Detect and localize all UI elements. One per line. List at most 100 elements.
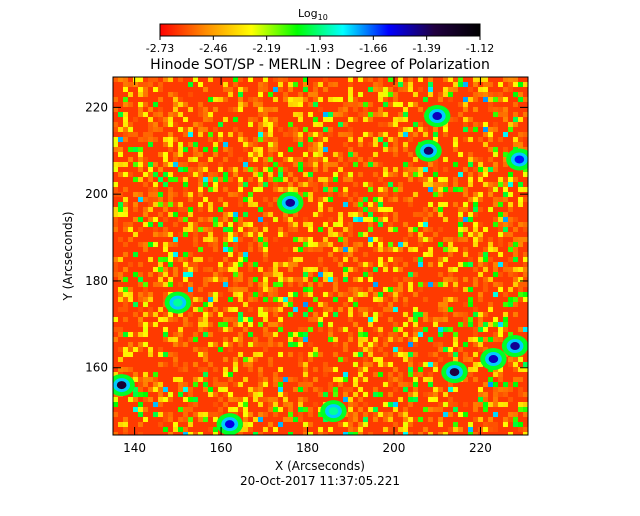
heatmap-cell <box>303 327 308 332</box>
heatmap-cell <box>193 172 198 177</box>
heatmap-cell <box>413 382 418 387</box>
heatmap-cell <box>483 312 488 317</box>
heatmap-cell <box>258 132 263 137</box>
heatmap-cell <box>193 362 198 367</box>
heatmap-cell <box>403 412 408 417</box>
heatmap-cell <box>278 162 283 167</box>
heatmap-cell <box>313 277 318 282</box>
heatmap-cell <box>513 117 518 122</box>
heatmap-cell <box>273 267 278 272</box>
heatmap-cell <box>508 362 513 367</box>
heatmap-cell <box>273 292 278 297</box>
heatmap-cell <box>158 232 163 237</box>
heatmap-cell <box>243 412 248 417</box>
polarization-feature <box>423 146 434 155</box>
heatmap-cell <box>193 167 198 172</box>
heatmap-cell <box>453 427 458 432</box>
heatmap-cell <box>293 127 298 132</box>
heatmap-cell <box>283 157 288 162</box>
heatmap-cell <box>508 247 513 252</box>
heatmap-cell <box>428 372 433 377</box>
heatmap-cell <box>173 342 178 347</box>
heatmap-cell <box>218 262 223 267</box>
heatmap-cell <box>418 212 423 217</box>
heatmap-cell <box>223 242 228 247</box>
heatmap-cell <box>228 327 233 332</box>
heatmap-cell <box>123 307 128 312</box>
heatmap-cell <box>278 392 283 397</box>
heatmap-cell <box>353 322 358 327</box>
heatmap-cell <box>248 197 253 202</box>
heatmap-cell <box>388 287 393 292</box>
heatmap-cell <box>348 247 353 252</box>
heatmap-cell <box>388 102 393 107</box>
heatmap-cell <box>213 182 218 187</box>
heatmap-cell <box>143 332 148 337</box>
heatmap-cell <box>243 287 248 292</box>
heatmap-cell <box>263 87 268 92</box>
heatmap-cell <box>383 167 388 172</box>
heatmap-cell <box>328 162 333 167</box>
heatmap-cell <box>483 327 488 332</box>
heatmap-cell <box>393 287 398 292</box>
heatmap-cell <box>493 202 498 207</box>
heatmap-cell <box>343 342 348 347</box>
heatmap-cell <box>473 192 478 197</box>
heatmap-cell <box>413 122 418 127</box>
heatmap-cell <box>378 92 383 97</box>
heatmap-cell <box>483 97 488 102</box>
heatmap-cell <box>408 417 413 422</box>
heatmap-cell <box>188 432 193 435</box>
heatmap-cell <box>193 377 198 382</box>
heatmap-cell <box>228 132 233 137</box>
heatmap-cell <box>333 377 338 382</box>
heatmap-cell <box>383 307 388 312</box>
heatmap-cell <box>238 227 243 232</box>
heatmap-cell <box>128 397 133 402</box>
heatmap-cell <box>153 77 158 82</box>
heatmap-cell <box>408 232 413 237</box>
heatmap-cell <box>498 392 503 397</box>
heatmap-cell <box>398 247 403 252</box>
heatmap-cell <box>218 167 223 172</box>
heatmap-cell <box>313 367 318 372</box>
heatmap-cell <box>438 272 443 277</box>
heatmap-cell <box>278 407 283 412</box>
heatmap-cell <box>233 282 238 287</box>
heatmap-cell <box>163 337 168 342</box>
heatmap-cell <box>293 307 298 312</box>
heatmap-cell <box>183 417 188 422</box>
heatmap-cell <box>288 277 293 282</box>
heatmap-cell <box>398 397 403 402</box>
heatmap-cell <box>123 77 128 82</box>
heatmap-cell <box>173 267 178 272</box>
heatmap-cell <box>328 322 333 327</box>
heatmap-cell <box>488 377 493 382</box>
heatmap-cell <box>358 352 363 357</box>
heatmap-cell <box>263 247 268 252</box>
heatmap-cell <box>503 147 508 152</box>
heatmap-cell <box>363 412 368 417</box>
heatmap-cell <box>123 432 128 435</box>
heatmap-cell <box>378 302 383 307</box>
heatmap-cell <box>453 247 458 252</box>
heatmap-cell <box>513 357 518 362</box>
heatmap-cell <box>478 122 483 127</box>
heatmap-cell <box>378 87 383 92</box>
heatmap-cell <box>308 242 313 247</box>
heatmap-cell <box>433 362 438 367</box>
heatmap-cell <box>438 432 443 435</box>
heatmap-cell <box>398 257 403 262</box>
heatmap-cell <box>388 257 393 262</box>
heatmap-cell <box>393 377 398 382</box>
heatmap-cell <box>223 97 228 102</box>
heatmap-cell <box>348 297 353 302</box>
heatmap-cell <box>258 307 263 312</box>
heatmap-cell <box>383 172 388 177</box>
heatmap-cell <box>378 162 383 167</box>
heatmap-cell <box>258 87 263 92</box>
heatmap-cell <box>253 392 258 397</box>
heatmap-cell <box>263 227 268 232</box>
heatmap-cell <box>238 272 243 277</box>
heatmap-cell <box>268 122 273 127</box>
